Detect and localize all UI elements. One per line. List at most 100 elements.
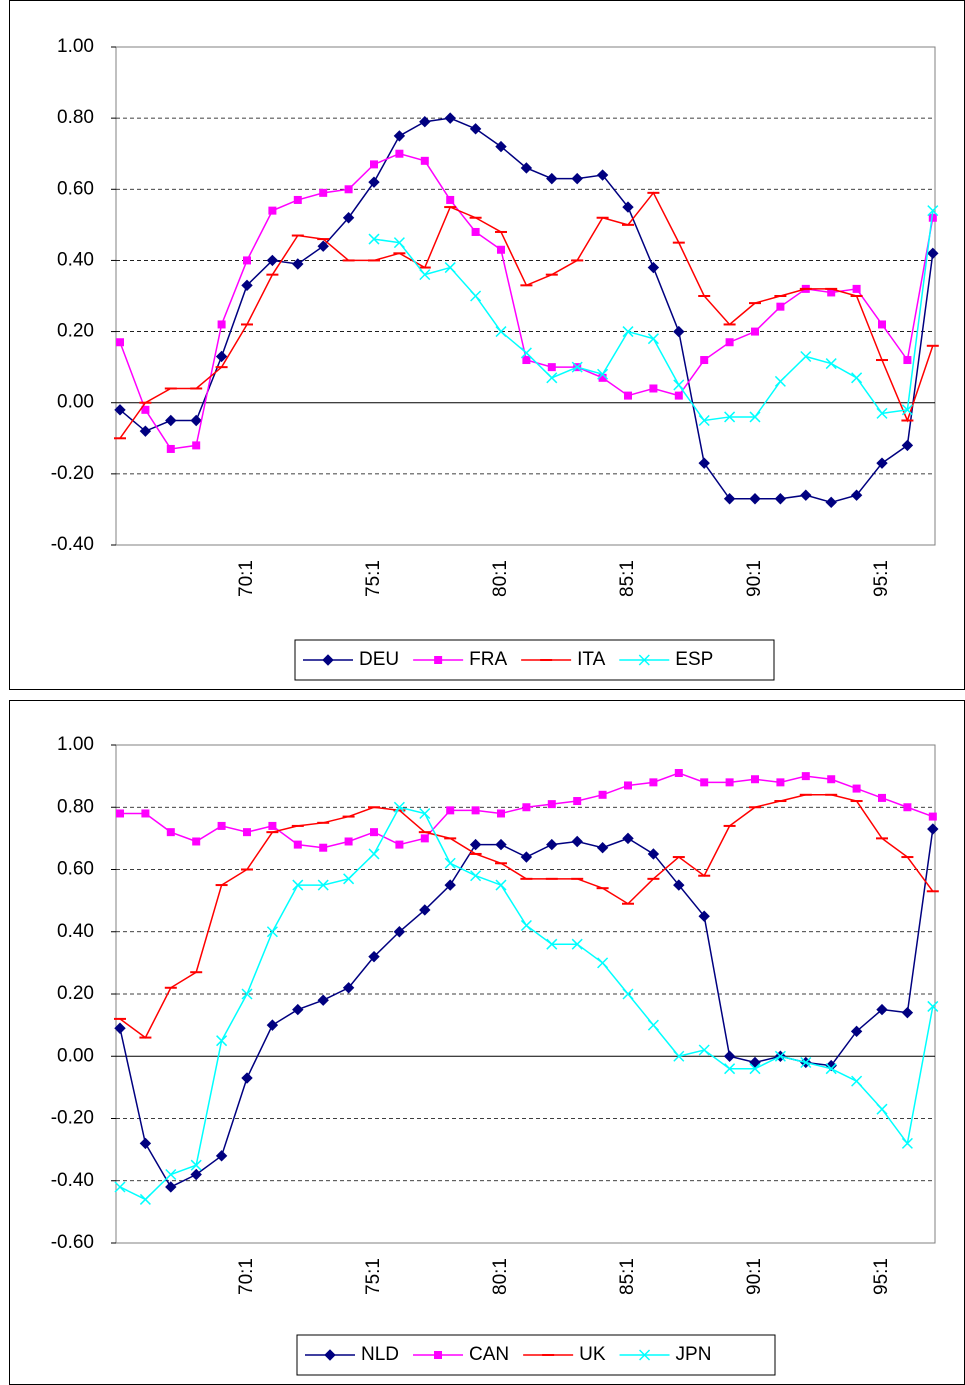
x-tick-label: 80:1: [490, 1258, 511, 1295]
marker-diamond: [419, 115, 431, 128]
marker-diamond: [546, 172, 558, 185]
marker-x: [638, 654, 650, 666]
marker-x: [622, 326, 634, 338]
marker-square: [141, 405, 150, 414]
marker-x: [597, 368, 609, 380]
marker-diamond: [800, 489, 812, 501]
marker-diamond: [901, 439, 914, 452]
marker-square: [420, 156, 429, 165]
marker-x: [673, 1050, 685, 1062]
marker-diamond: [774, 493, 787, 505]
marker-square: [497, 245, 505, 254]
marker-square: [192, 837, 201, 846]
y-tick-label: -0.40: [51, 534, 94, 555]
marker-x: [800, 1056, 812, 1069]
marker-x: [571, 361, 583, 373]
marker-diamond: [673, 879, 685, 891]
marker-diamond: [342, 982, 355, 994]
legend-label: CAN: [469, 1344, 509, 1365]
marker-x: [139, 1193, 151, 1205]
marker-diamond: [324, 1349, 336, 1361]
marker-square: [471, 806, 480, 815]
marker-x: [368, 848, 380, 860]
marker-square: [446, 806, 455, 815]
marker-square: [547, 800, 556, 809]
marker-diamond: [139, 1137, 152, 1150]
marker-x: [622, 988, 634, 1000]
marker-diamond: [190, 414, 202, 427]
marker-x: [520, 919, 532, 932]
marker-diamond: [876, 457, 888, 469]
marker-x: [165, 1168, 177, 1181]
marker-x: [368, 233, 380, 245]
x-tick-label: 85:1: [617, 560, 638, 597]
marker-x: [749, 411, 761, 423]
marker-square: [598, 790, 607, 799]
marker-x: [724, 1063, 736, 1075]
marker-x: [546, 938, 558, 950]
marker-diamond: [114, 404, 126, 416]
marker-x: [419, 807, 431, 820]
legend-label: UK: [579, 1344, 606, 1365]
y-tick-label: -0.60: [51, 1232, 94, 1253]
marker-square: [434, 656, 443, 664]
marker-diamond: [647, 261, 660, 274]
marker-diamond: [342, 212, 355, 224]
marker-square: [878, 793, 886, 802]
marker-x: [647, 333, 659, 345]
y-tick-label: 1.00: [57, 734, 94, 755]
marker-x: [774, 1050, 786, 1062]
marker-x: [597, 957, 609, 969]
marker-square: [116, 338, 124, 347]
marker-square: [674, 391, 683, 400]
marker-x: [851, 372, 863, 384]
marker-x: [927, 205, 939, 217]
marker-diamond: [190, 1168, 202, 1181]
marker-square: [700, 778, 709, 787]
x-tick-label: 95:1: [871, 1258, 892, 1295]
y-tick-label: -0.40: [51, 1170, 94, 1191]
marker-diamond: [165, 1181, 177, 1193]
x-tick-label: 70:1: [236, 560, 257, 597]
marker-square: [649, 778, 658, 787]
marker-square: [522, 803, 531, 812]
legend-label: NLD: [361, 1344, 399, 1365]
marker-square: [573, 797, 582, 806]
marker-diamond: [266, 1019, 279, 1031]
marker-x: [927, 1000, 939, 1012]
marker-diamond: [596, 169, 609, 181]
marker-diamond: [215, 1150, 228, 1162]
legend-label: FRA: [469, 649, 507, 670]
marker-diamond: [215, 350, 228, 363]
marker-diamond: [825, 496, 837, 509]
y-tick-label: 0.00: [57, 392, 94, 413]
marker-x: [216, 1035, 228, 1047]
marker-square: [547, 363, 556, 372]
marker-square: [903, 356, 912, 365]
marker-diamond: [571, 835, 583, 848]
marker-square: [217, 320, 226, 329]
marker-diamond: [495, 838, 507, 851]
marker-square: [243, 828, 251, 837]
marker-square: [141, 809, 150, 818]
marker-diamond: [469, 123, 482, 135]
marker-square: [319, 843, 328, 852]
marker-diamond: [876, 1003, 888, 1016]
marker-diamond: [749, 1056, 761, 1069]
marker-diamond: [444, 879, 456, 891]
marker-diamond: [444, 112, 456, 124]
marker-square: [293, 840, 302, 849]
marker-diamond: [317, 994, 329, 1006]
marker-x: [639, 1349, 651, 1361]
x-tick-label: 90:1: [744, 1258, 765, 1295]
marker-x: [698, 414, 710, 427]
marker-diamond: [596, 842, 609, 854]
marker-diamond: [322, 654, 334, 666]
marker-square: [395, 149, 404, 158]
marker-diamond: [165, 414, 177, 427]
marker-x: [724, 411, 736, 423]
marker-diamond: [241, 279, 253, 292]
marker-x: [774, 375, 786, 387]
marker-diamond: [368, 176, 380, 188]
marker-square: [319, 188, 328, 197]
